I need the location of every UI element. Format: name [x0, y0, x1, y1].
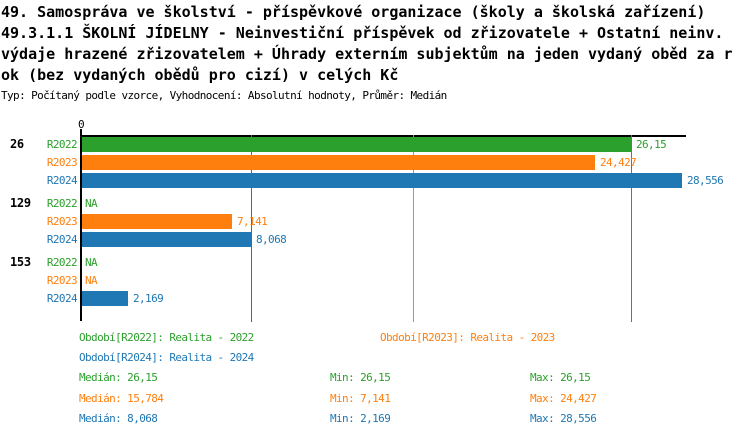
median-line-r2024 [251, 135, 252, 322]
na-value-label: NA [85, 197, 98, 210]
bar-row-26-r2023: R2023 24,427 [0, 155, 750, 170]
bar-value-label: 24,427 [600, 156, 637, 169]
median-line-r2023 [413, 135, 414, 322]
stat-min-r2024: Min: 2,169 [330, 412, 391, 425]
chart-bar-r2024 [82, 291, 128, 306]
group-label-153: 153 [10, 255, 31, 269]
chart-bar-r2024 [82, 173, 682, 188]
bar-row-129-r2023: R2023 7,141 [0, 214, 750, 229]
bar-row-26-r2022: R2022 26,15 [0, 137, 750, 152]
chart-bar-r2023 [82, 155, 595, 170]
stat-median-r2024: Medián: 8,068 [79, 412, 158, 425]
na-value-label: NA [85, 274, 98, 287]
title-line-4: ok (bez vydaných obědů pro cizí) v celýc… [1, 66, 399, 84]
bar-row-26-r2024: R2024 28,556 [0, 173, 750, 188]
legend-item-r2022: Období[R2022]: Realita - 2022 [79, 331, 254, 344]
stat-min-r2022: Min: 26,15 [330, 371, 391, 384]
group-label-26: 26 [10, 137, 24, 151]
stat-median-r2023: Medián: 15,784 [79, 392, 164, 405]
bar-row-153-r2023: R2023 NA [0, 273, 750, 288]
chart-bar-r2023 [82, 214, 232, 229]
title-line-3: výdaje hrazené zřizovatelem + Úhrady ext… [1, 45, 733, 63]
bar-value-label: 8,068 [256, 233, 287, 246]
report-title: 49. Samospráva ve školství - příspěvkové… [1, 2, 733, 86]
series-label: R2023 [46, 156, 78, 169]
chart-bar-r2022 [82, 137, 631, 152]
series-label: R2024 [46, 174, 78, 187]
legend-item-r2023: Období[R2023]: Realita - 2023 [380, 331, 555, 344]
y-axis-line [80, 135, 82, 321]
bar-row-129-r2022: R2022 NA [0, 196, 750, 211]
bar-row-153-r2024: R2024 2,169 [0, 291, 750, 306]
title-line-2: 49.3.1.1 ŠKOLNÍ JÍDELNY - Neinvestiční p… [1, 24, 724, 42]
stat-min-r2023: Min: 7,141 [330, 392, 391, 405]
series-label: R2022 [46, 197, 78, 210]
series-label: R2023 [46, 274, 78, 287]
series-label: R2024 [46, 233, 78, 246]
stat-max-r2023: Max: 24,427 [530, 392, 597, 405]
bar-value-label: 26,15 [636, 138, 667, 151]
series-label: R2022 [46, 256, 78, 269]
bar-value-label: 7,141 [237, 215, 268, 228]
legend-item-r2024: Období[R2024]: Realita - 2024 [79, 351, 254, 364]
group-label-129: 129 [10, 196, 31, 210]
x-axis-line [80, 135, 686, 137]
title-line-1: 49. Samospráva ve školství - příspěvkové… [1, 3, 706, 21]
na-value-label: NA [85, 256, 98, 269]
chart-bar-r2024 [82, 232, 251, 247]
stat-max-r2022: Max: 26,15 [530, 371, 591, 384]
stat-median-r2022: Medián: 26,15 [79, 371, 158, 384]
bar-row-129-r2024: R2024 8,068 [0, 232, 750, 247]
bar-row-153-r2022: R2022 NA [0, 255, 750, 270]
x-axis-zero-label: 0 [77, 118, 85, 131]
stat-max-r2024: Max: 28,556 [530, 412, 597, 425]
series-label: R2022 [46, 138, 78, 151]
bar-value-label: 28,556 [687, 174, 724, 187]
series-label: R2023 [46, 215, 78, 228]
x-axis-tick [80, 129, 82, 135]
indicator-meta: Typ: Počítaný podle vzorce, Vyhodnocení:… [1, 89, 447, 102]
median-line-r2022 [631, 135, 632, 322]
bar-value-label: 2,169 [133, 292, 164, 305]
series-label: R2024 [46, 292, 78, 305]
